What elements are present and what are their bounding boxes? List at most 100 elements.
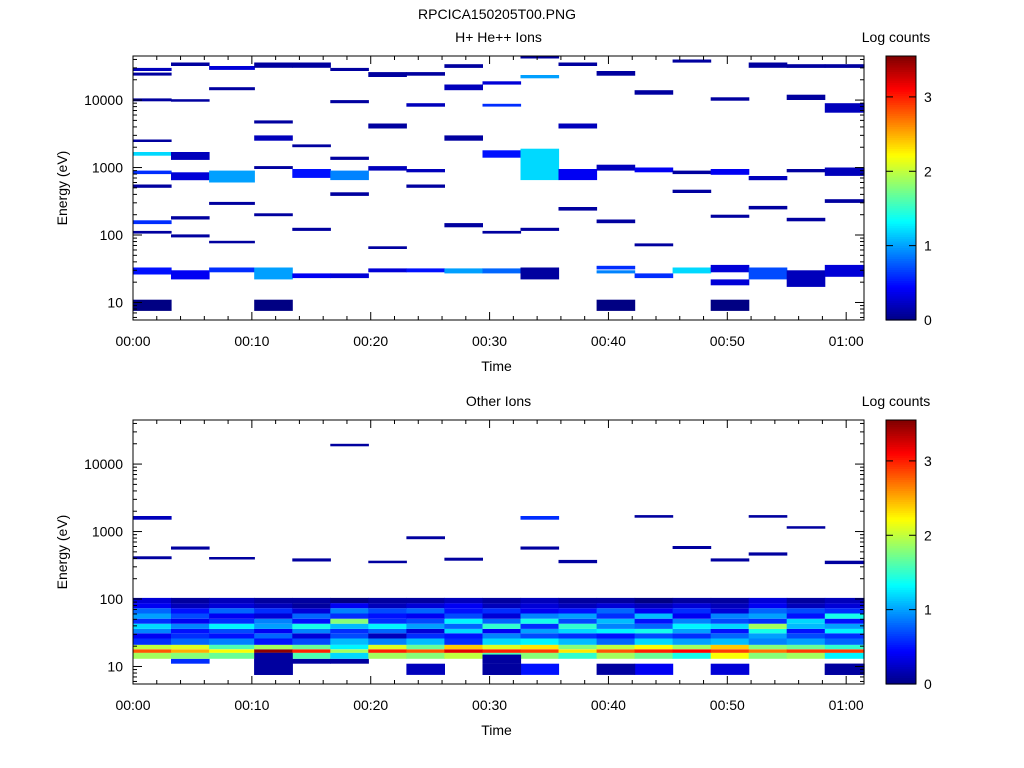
heatmap-cell [368,603,407,609]
heatmap-cell [672,618,712,624]
colorbar-segment [886,648,916,652]
heatmap-cell [209,603,255,609]
heatmap-cell [634,623,674,629]
x-axis-label: Time [481,358,512,374]
colorbar-segment [886,168,916,171]
heatmap-cell [330,649,369,653]
heatmap-cell [406,628,445,634]
heatmap-cell [209,597,255,604]
colorbar-segment [886,302,916,306]
heatmap-cell [330,273,369,279]
colorbar-segment [886,69,916,72]
colorbar-segment [886,258,916,262]
heatmap-cell [368,618,407,624]
heatmap-cell [368,268,407,273]
colorbar-segment [886,196,916,200]
heatmap-cell [520,628,560,634]
heatmap-cell [444,84,483,91]
heatmap-cell [558,618,598,624]
colorbar-segment [886,205,916,209]
heatmap-cell [368,649,407,653]
colorbar-segment [886,536,916,540]
colorbar-segment [886,626,916,630]
heatmap-cell [444,618,483,624]
heatmap-cell [634,652,674,659]
colorbar-segment [886,78,916,81]
colorbar-label: Log counts [862,29,931,45]
heatmap-cell [254,120,293,124]
colorbar-segment [886,642,916,645]
colorbar-segment [886,589,916,593]
colorbar: 0 1 2 3 Log counts [862,393,932,692]
heatmap-cell [672,652,712,659]
heatmap-cell [520,75,560,79]
colorbar-segment [886,58,916,61]
colorbar-segment [886,137,916,141]
heatmap-cell [133,597,172,604]
y-tick-label: 100 [100,591,124,607]
colorbar-segment [886,457,916,461]
heatmap-cell [292,62,331,68]
heatmap-cell [133,230,172,234]
heatmap-cell [406,103,445,107]
colorbar-segment [886,309,916,312]
heatmap-cell [292,638,331,645]
colorbar-segment [886,144,916,147]
heatmap-cell [406,633,445,639]
heatmap-cell [406,72,445,76]
heatmap-cell [824,649,865,653]
heatmap-cell [824,613,865,619]
heatmap-cell [596,633,636,639]
colorbar-segment [886,552,916,555]
colorbar-segment [886,681,916,685]
colorbar-segment [886,598,916,601]
colorbar-segment [886,675,916,678]
heatmap-cell [824,64,865,68]
heatmap-cell [634,649,674,653]
heatmap-cell [520,148,560,181]
colorbar-segment [886,89,916,92]
x-tick-label: 00:10 [234,697,269,713]
heatmap-cell [520,227,560,231]
colorbar-frame [885,55,917,321]
colorbar-segment [886,585,916,588]
colorbar-segment [886,146,916,149]
heatmap-cell [596,644,636,650]
heatmap-cell [209,240,255,244]
heatmap-cell [444,638,483,645]
y-tick-label: 1000 [92,524,123,540]
colorbar-tick-label: 2 [924,527,932,543]
heatmap-cell [558,207,598,211]
colorbar-segment [886,91,916,94]
colorbar-segment [886,470,916,474]
colorbar-segment [886,554,916,557]
heatmap-cell [133,608,172,614]
heatmap-cell [444,608,483,614]
colorbar-segment [886,95,916,99]
heatmap-cell [406,623,445,629]
colorbar-segment [886,141,916,145]
heatmap-cell [330,638,369,645]
heatmap-cell [520,56,560,59]
heatmap-cell [786,652,826,659]
heatmap-cell [672,546,712,549]
heatmap-cell [254,628,293,634]
colorbar-segment [886,183,916,187]
colorbar-segment [886,188,916,191]
heatmap-cell [209,652,255,659]
heatmap-cell [209,170,255,183]
heatmap-cell [292,608,331,614]
colorbar-segment [886,119,916,123]
heatmap-cell [254,213,293,217]
colorbar-segment [886,243,916,246]
heatmap-cell [444,613,483,619]
heatmap-cell [133,220,172,225]
heatmap-cell [292,144,331,148]
heatmap-cell [824,603,865,609]
colorbar-segment [886,238,916,242]
colorbar-segment [886,558,916,562]
x-tick-label: 00:20 [353,333,388,349]
colorbar-segment [886,298,916,301]
heatmap-cell [171,99,210,102]
